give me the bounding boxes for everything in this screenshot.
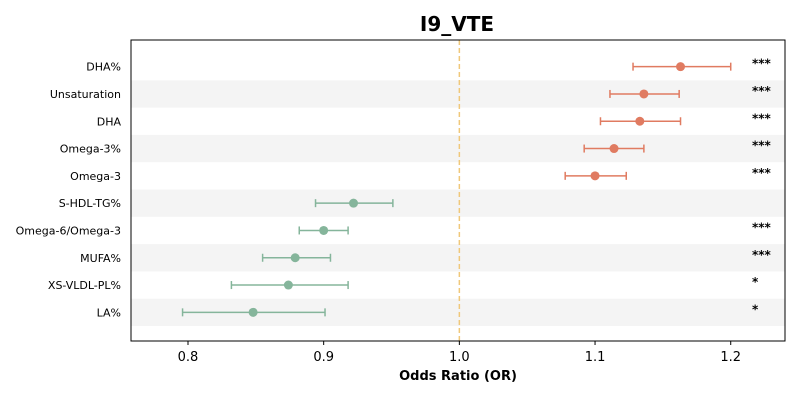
- row-label: LA%: [97, 306, 121, 319]
- row-label: Omega-3%: [60, 143, 121, 156]
- row-bands: [131, 80, 785, 326]
- chart-title: I9_VTE: [420, 12, 494, 36]
- row-label: Omega-3: [70, 170, 121, 183]
- row-label: Unsaturation: [50, 88, 121, 101]
- significance-label: ***: [752, 166, 772, 180]
- row-label: DHA: [97, 115, 122, 128]
- x-tick-label: 1.1: [585, 350, 606, 365]
- or-point: [639, 89, 649, 99]
- or-point: [248, 307, 258, 317]
- x-tick-label: 0.8: [178, 350, 199, 365]
- x-tick-label: 1.2: [720, 350, 741, 365]
- x-tick-label: 1.0: [449, 350, 470, 365]
- or-point: [319, 225, 329, 235]
- or-point: [635, 116, 645, 126]
- significance-label: *: [752, 302, 759, 316]
- significance-label: ***: [752, 248, 772, 262]
- significance-label: ***: [752, 57, 772, 71]
- row-label: MUFA%: [80, 252, 121, 265]
- x-tick-label: 0.9: [313, 350, 334, 365]
- x-axis-label: Odds Ratio (OR): [399, 369, 517, 384]
- significance-label: *: [752, 275, 759, 289]
- or-point: [290, 253, 300, 263]
- or-point: [283, 280, 293, 290]
- significance-label: ***: [752, 111, 772, 125]
- row-label: DHA%: [86, 61, 121, 74]
- data-marks: [181, 62, 732, 317]
- row-band: [131, 134, 785, 163]
- significance-label: ***: [752, 84, 772, 98]
- row-label: S-HDL-TG%: [59, 197, 121, 210]
- plot-frame: [130, 39, 786, 342]
- row-label: Omega-6/Omega-3: [16, 224, 121, 237]
- x-axis: 0.8 0.9 1.0 1.1 1.2: [178, 341, 741, 365]
- or-point: [676, 62, 686, 72]
- row-label: XS-VLDL-PL%: [48, 279, 121, 292]
- or-point: [349, 198, 359, 208]
- row-band: [131, 244, 785, 272]
- significance-label: ***: [752, 139, 772, 153]
- row-band: [131, 189, 785, 217]
- or-point: [590, 171, 600, 181]
- significance-label: ***: [752, 220, 772, 234]
- or-point: [609, 144, 619, 154]
- row-band: [131, 80, 785, 108]
